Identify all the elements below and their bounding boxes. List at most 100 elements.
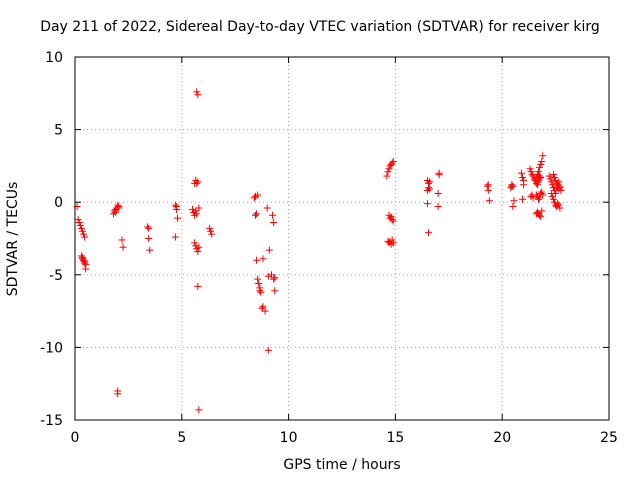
data-point [434, 203, 442, 211]
data-point [389, 158, 397, 166]
data-point [551, 198, 559, 206]
data-point [423, 200, 431, 208]
data-point [81, 259, 89, 267]
data-point [555, 201, 563, 209]
tick-layer [74, 56, 610, 421]
data-point [193, 88, 201, 96]
data-point [384, 168, 392, 176]
data-point [194, 91, 202, 99]
data-point [270, 275, 278, 283]
data-point [388, 159, 396, 167]
data-point [434, 189, 442, 197]
data-point [250, 194, 258, 202]
data-point [538, 158, 546, 166]
data-point [554, 200, 562, 208]
data-point [192, 207, 200, 215]
data-point [389, 239, 397, 247]
data-point [536, 163, 544, 171]
data-point [551, 174, 559, 182]
data-point [510, 197, 518, 205]
data-point [144, 223, 152, 231]
data-point [388, 216, 396, 224]
data-point [192, 242, 200, 250]
data-point [537, 160, 545, 168]
data-point [548, 192, 556, 200]
data-point [556, 184, 564, 192]
data-point [253, 256, 261, 264]
chart-title: Day 211 of 2022, Sidereal Day-to-day VTE… [40, 19, 600, 35]
data-point [483, 182, 491, 190]
data-point [119, 243, 127, 251]
data-point [520, 181, 528, 189]
data-point [546, 175, 554, 183]
data-point [146, 246, 154, 254]
data-point [527, 168, 535, 176]
data-point [192, 176, 200, 184]
data-point [77, 224, 85, 232]
data-point [531, 176, 539, 184]
data-point [271, 274, 279, 282]
data-point [535, 168, 543, 176]
data-point [508, 182, 516, 190]
data-point [557, 187, 565, 195]
data-point [195, 243, 203, 251]
data-point [526, 165, 534, 173]
data-point [264, 346, 272, 354]
x-tick-label: 25 [600, 430, 618, 446]
data-point [385, 165, 393, 173]
data-point [174, 214, 182, 222]
data-point [387, 213, 395, 221]
data-point [145, 224, 153, 232]
data-point [547, 178, 555, 186]
data-point [261, 307, 269, 315]
data-point [539, 191, 547, 199]
data-point [206, 224, 214, 232]
data-point [194, 248, 202, 256]
data-point [269, 211, 277, 219]
label-layer: 0 5 10 15 20 25 -15 -10 -5 0 5 10 [40, 50, 618, 446]
x-tick-label: 0 [71, 430, 80, 446]
data-point [194, 282, 202, 290]
data-point [82, 265, 90, 273]
data-point [537, 213, 545, 221]
data-point [383, 172, 391, 180]
y-tick-label: -10 [40, 340, 63, 356]
data-point [77, 252, 85, 260]
data-point [257, 288, 265, 296]
data-point [552, 176, 560, 184]
data-point [425, 184, 433, 192]
point-layer [73, 88, 565, 414]
x-axis-label: GPS time / hours [283, 457, 401, 473]
data-point [115, 203, 123, 211]
data-point [518, 195, 526, 203]
data-point [538, 188, 546, 196]
data-point [171, 201, 179, 209]
data-point [171, 233, 179, 241]
x-tick-label: 10 [280, 430, 298, 446]
data-point [193, 210, 201, 218]
data-point [547, 189, 555, 197]
data-point [76, 221, 84, 229]
data-point [172, 203, 180, 211]
data-point [208, 230, 216, 238]
data-point [535, 195, 543, 203]
data-point [532, 210, 540, 218]
data-point [114, 390, 122, 398]
data-point [529, 194, 537, 202]
data-point [259, 303, 267, 311]
data-point [112, 208, 120, 216]
data-point [254, 275, 262, 283]
data-point [270, 219, 278, 227]
plot-frame [74, 56, 610, 421]
data-point [528, 191, 536, 199]
data-point [425, 229, 433, 237]
data-point [256, 287, 264, 295]
y-tick-label: -5 [49, 268, 63, 284]
grid-layer [75, 57, 609, 420]
data-point [259, 255, 267, 263]
data-point [265, 246, 273, 254]
data-point [118, 236, 126, 244]
y-tick-label: 0 [54, 195, 63, 211]
data-point [191, 239, 199, 247]
